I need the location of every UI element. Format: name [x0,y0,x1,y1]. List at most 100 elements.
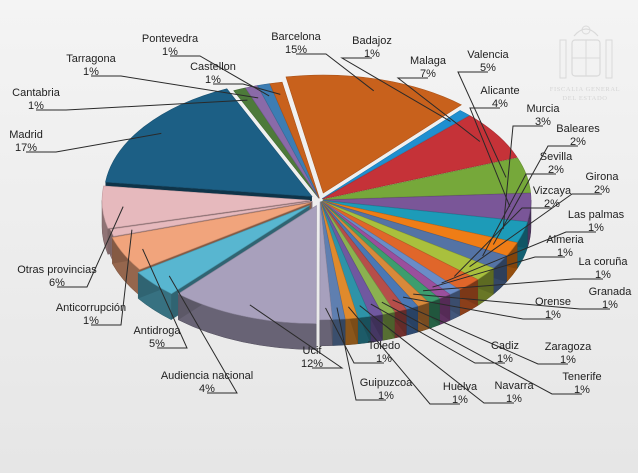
watermark-line-1: FISCALIA GENERAL [550,86,620,93]
slice-label-navarra: Navarra [494,380,534,392]
leader-line-otras-provincias [57,206,124,288]
slice-label-madrid: Madrid [9,129,43,141]
slice-label-vizcaya: Vizcaya [533,185,572,197]
leader-line-las-palmas [441,231,596,284]
slice-label-baleares: Baleares [556,123,600,135]
slice-label-castellon: Castellon [190,61,236,73]
slice-label-las-palmas: Las palmas [568,209,625,221]
slice-value-baleares: 2% [570,136,586,148]
slice-label-ucif: Ucif [303,345,323,357]
slice-value-murcia: 3% [535,116,551,128]
leader-line-almeria [432,256,565,288]
slice-value-zaragoza: 1% [560,354,576,366]
slice-value-guipuzcoa: 1% [378,390,394,402]
slice-label-la-coruna: La coruña [579,256,629,268]
slice-label-barcelona: Barcelona [271,31,321,43]
pie-slice-malaga [322,115,518,200]
slice-label-otras-provincias: Otras provincias [17,264,97,276]
slice-label-audiencia-nacional: Audiencia nacional [161,370,253,382]
leader-line-anticorrupcion [91,229,133,326]
leader-line-tarragona [91,75,259,99]
slice-label-huelva: Huelva [443,381,478,393]
pie-slice-ucif [177,205,317,324]
slice-value-las-palmas: 1% [588,222,604,234]
slice-label-tenerife: Tenerife [562,371,601,383]
slice-value-audiencia-nacional: 4% [199,383,215,395]
slice-value-antidroga: 5% [149,338,165,350]
leader-line-cadiz [370,303,505,364]
leader-line-valencia [457,71,507,178]
leader-line-tenerife [381,301,582,395]
leader-line-madrid [26,132,162,153]
slice-label-cadiz: Cadiz [491,340,519,352]
slice-label-toledo: Toledo [368,340,400,352]
coat-of-arms-watermark: FISCALIA GENERAL DEL ESTADO [550,25,620,102]
slice-value-huelva: 1% [452,394,468,406]
leader-line-guipuzcoa [336,307,386,401]
leader-line-antidroga [142,248,188,349]
slice-value-cantabria: 1% [28,100,44,112]
slice-label-girona: Girona [585,171,619,183]
slice-value-toledo: 1% [376,353,392,365]
slice-value-valencia: 5% [480,62,496,74]
pie-slice-valencia [322,157,531,200]
slice-value-tarragona: 1% [83,66,99,78]
leader-line-huelva [348,306,460,405]
leader-line-toledo [325,307,384,364]
leader-line-baleares [492,145,578,245]
leader-line-orense [402,296,553,320]
leader-lines [26,53,610,405]
slice-label-malaga: Malaga [410,55,447,67]
slice-label-pontevedra: Pontevedra [142,33,199,45]
pie-slice-toledo [319,201,333,321]
leader-line-barcelona [296,53,375,92]
slice-value-barcelona: 15% [285,44,307,56]
pie-slice-antidroga [111,202,312,270]
slice-value-sevilla: 2% [548,164,564,176]
pie-slice-badajoz [321,110,470,199]
slice-label-zaragoza: Zaragoza [545,341,592,353]
slice-label-antidroga: Antidroga [133,325,181,337]
leader-line-castellon [213,83,281,95]
slice-labels: Barcelona15%Badajoz1%Malaga7%Valencia5%A… [9,31,632,406]
slice-label-guipuzcoa: Guipuzcoa [360,377,413,389]
slice-value-orense: 1% [545,309,561,321]
slice-value-vizcaya: 2% [544,198,560,210]
pie-slice-audiencia-nacional [137,205,310,295]
leader-line-girona [469,193,602,268]
slice-value-madrid: 17% [15,142,37,154]
pie-slice-otras-provincias [101,185,311,229]
slice-value-alicante: 4% [492,98,508,110]
leader-line-murcia [502,125,543,230]
slice-value-navarra: 1% [506,393,522,405]
leader-line-alicante [469,107,511,207]
slice-value-girona: 2% [594,184,610,196]
slice-label-murcia: Murcia [526,103,560,115]
pie-slice-madrid [105,88,313,197]
slice-value-almeria: 1% [557,247,573,259]
leader-line-la-coruna [423,278,603,292]
slice-label-sevilla: Sevilla [540,151,573,163]
slice-value-anticorrupcion: 1% [83,315,99,327]
pie-tops [101,74,532,324]
slice-label-badajoz: Badajoz [352,35,392,47]
slice-value-ucif: 12% [301,358,323,370]
watermark-line-2: DEL ESTADO [562,95,607,102]
slice-label-orense: Orense [535,296,571,308]
leader-line-pontevedra [170,55,270,97]
slice-value-pontevedra: 1% [162,46,178,58]
leader-line-zaragoza [392,299,568,365]
slice-label-granada: Granada [589,286,633,298]
slice-value-badajoz: 1% [364,48,380,60]
slice-label-valencia: Valencia [467,49,509,61]
slice-label-anticorrupcion: Anticorrupción [56,302,126,314]
leader-line-cantabria [36,99,248,111]
slice-value-castellon: 1% [205,74,221,86]
slice-label-almeria: Almeria [546,234,584,246]
pie-slice-castellon [269,81,320,199]
leader-line-sevilla [482,173,556,257]
slice-value-malaga: 7% [420,68,436,80]
slice-value-cadiz: 1% [497,353,513,365]
